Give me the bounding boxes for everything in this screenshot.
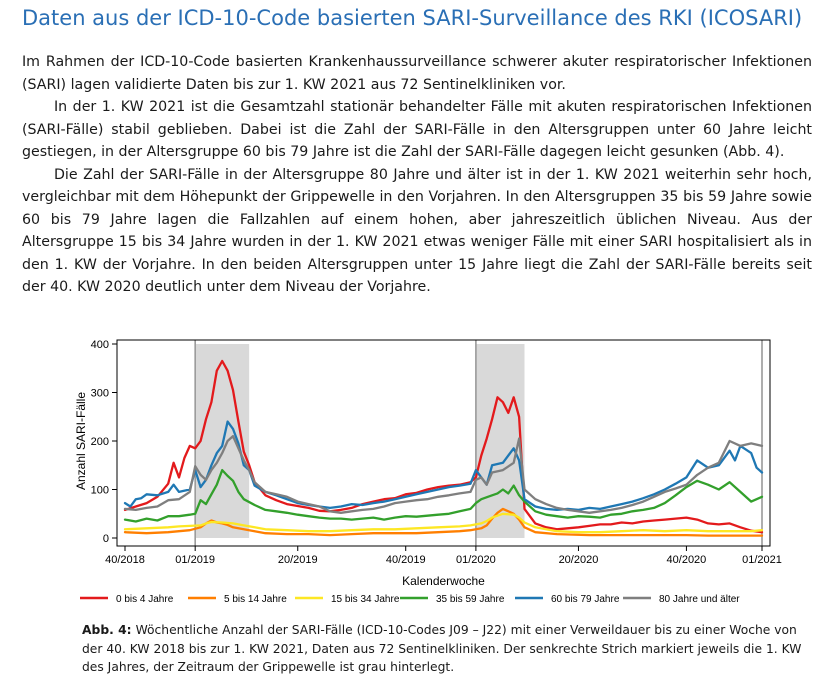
paragraph-1: Im Rahmen der ICD-10-Code basierten Kran… bbox=[22, 54, 812, 93]
legend-label-4: 35 bis 59 Jahre bbox=[436, 594, 505, 605]
paragraph-3: Die Zahl der SARI-Fälle in der Altersgru… bbox=[22, 166, 812, 296]
plot-frame bbox=[116, 339, 771, 547]
y-tick-label-200: 200 bbox=[91, 436, 109, 448]
legend-label-2: 5 bis 14 Jahre bbox=[224, 594, 287, 605]
x-tick-label-8: 01/2021 bbox=[742, 554, 782, 566]
series-line-1 bbox=[123, 359, 764, 534]
x-tick-label-1: 40/2018 bbox=[105, 554, 145, 566]
legend-label-5: 60 bis 79 Jahre bbox=[551, 594, 620, 605]
series-line-3 bbox=[123, 512, 764, 534]
x-tick-label-2: 01/2019 bbox=[175, 554, 215, 566]
caption-label: Abb. 4: bbox=[82, 623, 132, 637]
y-axis-title: Anzahl SARI-Fälle bbox=[74, 392, 88, 490]
legend-label-3: 15 bis 34 Jahre bbox=[331, 594, 400, 605]
legend-label-1: 0 bis 4 Jahre bbox=[116, 594, 174, 605]
x-tick-label-5: 01/2020 bbox=[456, 554, 496, 566]
x-tick-label-7: 40/2020 bbox=[667, 554, 707, 566]
x-tick-label-3: 20/2019 bbox=[278, 554, 318, 566]
paragraph-2: In der 1. KW 2021 ist die Gesamtzahl sta… bbox=[22, 99, 812, 160]
y-tick-label-0: 0 bbox=[103, 533, 109, 545]
sari-chart: 0 100 200 300 400 40/2018 01/2019 20/2019 40/201… bbox=[70, 338, 790, 608]
series-line-2 bbox=[123, 507, 764, 537]
x-axis-title: Kalenderwoche bbox=[402, 574, 485, 588]
sari-chart-svg: 0 100 200 300 400 40/2018 01/2019 20/2019 40/201… bbox=[74, 339, 782, 605]
figure-caption: Abb. 4: Wöchentliche Anzahl der SARI-Fäll… bbox=[82, 621, 802, 677]
body-text: Im Rahmen der ICD-10-Code basierten Kran… bbox=[22, 51, 812, 299]
y-tick-label-300: 300 bbox=[91, 388, 109, 400]
series-line-4 bbox=[123, 468, 764, 523]
series-line-6 bbox=[123, 434, 764, 514]
caption-text: Wöchentliche Anzahl der SARI-Fälle (ICD-… bbox=[82, 623, 802, 674]
y-tick-label-400: 400 bbox=[91, 339, 109, 351]
x-tick-label-6: 20/2020 bbox=[559, 554, 599, 566]
legend-label-6: 80 Jahre und älter bbox=[659, 594, 740, 605]
y-tick-label-100: 100 bbox=[91, 485, 109, 497]
x-tick-label-4: 40/2019 bbox=[386, 554, 426, 566]
flu-wave-band-2 bbox=[475, 344, 525, 538]
section-heading: Daten aus der ICD-10-Code basierten SARI… bbox=[22, 6, 803, 30]
